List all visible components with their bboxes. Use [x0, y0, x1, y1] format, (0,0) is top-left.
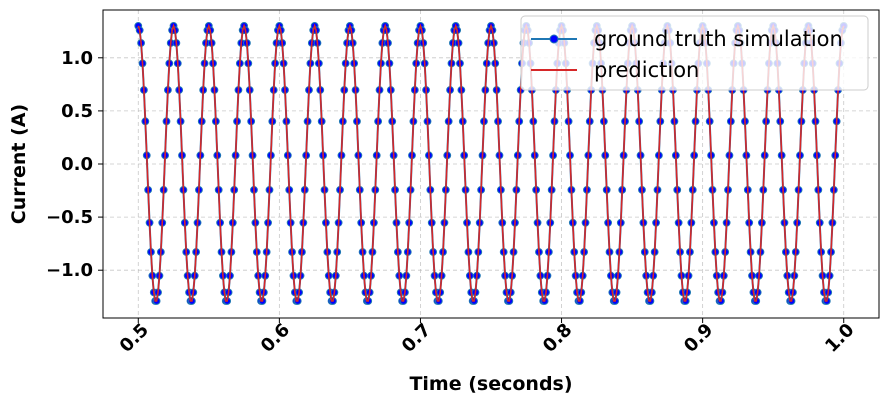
- x-tick-label: 0.8: [539, 319, 576, 356]
- prediction-line: [137, 23, 845, 302]
- x-tick-label: 0.6: [257, 319, 294, 356]
- y-tick-label: 1.0: [61, 48, 93, 69]
- y-tick-label: −0.5: [46, 207, 93, 228]
- y-axis-label: Current (A): [8, 104, 30, 224]
- legend-label: ground truth simulation: [594, 27, 843, 51]
- y-tick-label: 0.0: [61, 154, 93, 175]
- legend-marker: [549, 34, 559, 44]
- x-tick-label: 0.9: [680, 319, 717, 356]
- x-tick-label: 0.5: [116, 319, 153, 356]
- x-tick-label: 1.0: [821, 319, 858, 356]
- x-tick-label: 0.7: [398, 319, 435, 356]
- y-tick-label: 0.5: [61, 101, 93, 122]
- legend: ground truth simulation prediction: [520, 15, 869, 91]
- legend-label: prediction: [594, 58, 699, 82]
- x-axis-label: Time (seconds): [409, 373, 572, 395]
- y-tick-label: −1.0: [46, 260, 93, 281]
- legend-box: [520, 15, 869, 91]
